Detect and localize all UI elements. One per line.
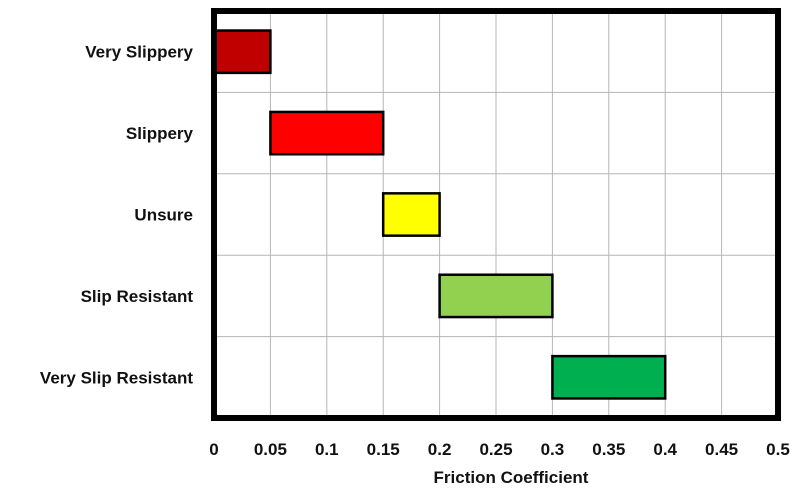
bar-slippery <box>269 110 385 156</box>
x-tick-label: 0 <box>209 440 218 459</box>
plot-frame <box>211 8 781 421</box>
bars <box>212 29 667 400</box>
x-tick-label: 0.35 <box>592 440 625 459</box>
x-tick-label: 0.15 <box>367 440 400 459</box>
bar-very-slippery <box>212 29 272 75</box>
category-labels: Very Slippery Slippery Unsure Slip Resistan… <box>40 43 194 388</box>
category-label: Slip Resistant <box>81 287 194 306</box>
category-label: Unsure <box>134 206 193 225</box>
x-tick-labels: 0 0.05 0.1 0.15 0.2 0.25 0.3 0.35 0.4 0.45 0.5 <box>209 440 790 459</box>
x-tick-label: 0.05 <box>254 440 287 459</box>
x-tick-label: 0.25 <box>479 440 512 459</box>
x-tick-label: 0.4 <box>653 440 677 459</box>
x-tick-label: 0.45 <box>705 440 738 459</box>
bar-very-slip-resistant <box>551 354 667 400</box>
category-label: Slippery <box>126 124 194 143</box>
category-label: Very Slip Resistant <box>40 368 193 387</box>
x-tick-label: 0.3 <box>541 440 565 459</box>
category-label: Very Slippery <box>85 43 193 62</box>
bar-slip-resistant <box>438 273 554 319</box>
x-tick-label: 0.1 <box>315 440 339 459</box>
x-tick-label: 0.2 <box>428 440 452 459</box>
x-axis-title: Friction Coefficient <box>434 468 589 487</box>
x-tick-label: 0.5 <box>766 440 790 459</box>
grid-lines <box>213 11 779 418</box>
bar-unsure <box>381 192 441 237</box>
